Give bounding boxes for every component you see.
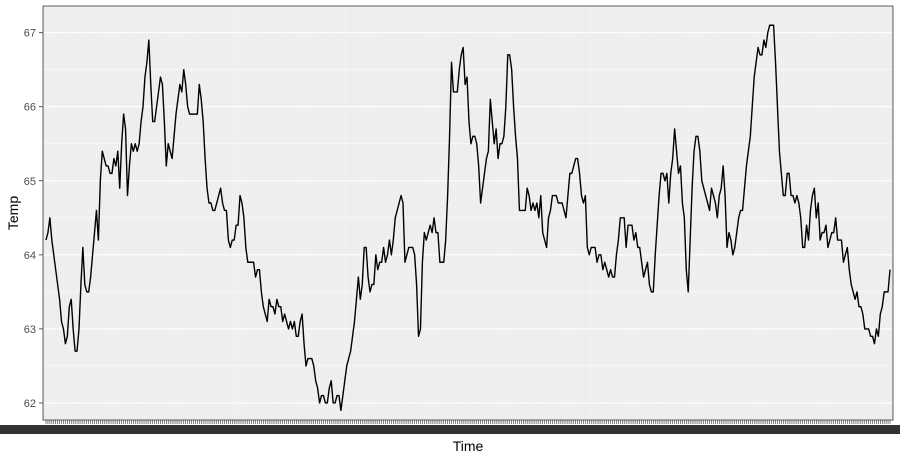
y-tick-label: 63 [24, 324, 36, 336]
panel-background [43, 6, 893, 420]
y-gridlines [43, 32, 893, 404]
x-gridlines [45, 6, 891, 420]
x-axis-title: Time [453, 438, 484, 454]
y-tick-label: 66 [24, 102, 36, 114]
panel-border [42, 5, 894, 421]
y-tick-label: 65 [24, 176, 36, 188]
y-axis-ticks: 62 63 64 65 66 67 [24, 28, 43, 410]
y-tick-label: 64 [24, 250, 36, 262]
x-axis-ticks [45, 420, 891, 424]
x-tick-label-band [0, 425, 900, 434]
y-axis-title: Temp [5, 196, 21, 230]
y-tick-label: 62 [24, 398, 36, 410]
y-tick-label: 67 [24, 28, 36, 40]
temp-series-line [45, 24, 891, 412]
